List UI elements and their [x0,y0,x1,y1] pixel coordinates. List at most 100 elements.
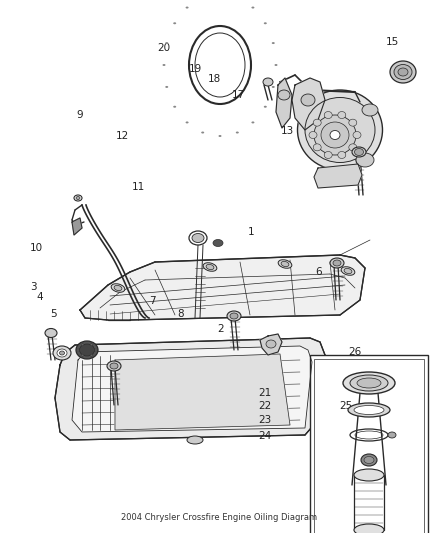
Ellipse shape [354,149,364,156]
Ellipse shape [189,231,207,245]
Text: 3: 3 [30,282,36,292]
Ellipse shape [266,340,276,348]
Ellipse shape [344,269,352,273]
Text: 12: 12 [116,131,129,141]
Text: 11: 11 [131,182,145,191]
Text: 25: 25 [339,401,353,411]
Ellipse shape [60,351,64,355]
Text: 7: 7 [149,296,155,306]
Bar [310,355,428,533]
Ellipse shape [343,372,395,394]
Ellipse shape [281,261,289,266]
Ellipse shape [324,111,332,118]
Ellipse shape [388,432,396,438]
Ellipse shape [114,285,122,290]
Ellipse shape [90,344,93,346]
Ellipse shape [187,436,203,444]
Text: 8: 8 [177,310,184,319]
Ellipse shape [107,361,121,371]
Ellipse shape [90,354,93,356]
Ellipse shape [278,90,290,100]
Ellipse shape [251,122,254,124]
Ellipse shape [81,344,84,346]
Text: 24: 24 [258,431,272,441]
Ellipse shape [390,61,416,83]
Ellipse shape [53,346,71,360]
Ellipse shape [352,147,366,157]
Text: 14: 14 [326,131,339,141]
Ellipse shape [330,258,344,268]
Ellipse shape [278,260,292,268]
Polygon shape [72,346,312,432]
Ellipse shape [313,144,321,151]
Ellipse shape [95,349,98,351]
Ellipse shape [186,6,189,9]
Ellipse shape [77,349,80,351]
Ellipse shape [349,144,357,151]
Ellipse shape [362,104,378,116]
Ellipse shape [186,122,189,124]
Ellipse shape [354,524,384,533]
Polygon shape [314,164,362,188]
Ellipse shape [264,106,267,108]
Text: 1: 1 [247,227,254,237]
Ellipse shape [227,311,241,321]
Ellipse shape [165,42,168,44]
Text: 2: 2 [217,325,223,334]
Ellipse shape [333,260,341,266]
Ellipse shape [313,119,321,126]
Ellipse shape [162,64,166,66]
Ellipse shape [314,115,356,155]
Ellipse shape [230,313,238,319]
Ellipse shape [354,469,384,481]
Ellipse shape [356,153,374,167]
Ellipse shape [324,151,332,158]
Ellipse shape [173,22,176,25]
Ellipse shape [364,456,374,464]
Polygon shape [115,354,290,430]
Text: 21: 21 [258,389,272,398]
Ellipse shape [57,349,67,357]
Ellipse shape [272,86,275,88]
Ellipse shape [330,131,340,140]
Text: 10: 10 [30,243,43,253]
Ellipse shape [165,86,168,88]
Text: 18: 18 [208,74,221,84]
Ellipse shape [301,94,315,106]
Text: 23: 23 [258,415,272,425]
Ellipse shape [354,406,384,415]
Text: 19: 19 [188,64,201,74]
Ellipse shape [357,378,381,388]
Ellipse shape [398,68,408,76]
Ellipse shape [394,64,412,79]
Ellipse shape [353,132,361,139]
Ellipse shape [76,341,98,359]
Ellipse shape [338,111,346,118]
Polygon shape [276,78,292,128]
Text: 5: 5 [50,310,57,319]
Text: 20: 20 [158,43,171,53]
Ellipse shape [264,22,267,25]
Ellipse shape [111,284,125,292]
Ellipse shape [192,233,204,243]
Ellipse shape [110,363,118,369]
Ellipse shape [206,264,214,270]
Ellipse shape [361,454,377,466]
Ellipse shape [219,135,222,137]
Ellipse shape [213,239,223,246]
Ellipse shape [305,98,375,163]
Ellipse shape [203,263,217,271]
Ellipse shape [309,132,317,139]
Text: 9: 9 [77,110,83,119]
Ellipse shape [348,403,390,417]
Ellipse shape [76,197,80,199]
Polygon shape [260,334,282,355]
Ellipse shape [81,354,84,356]
Ellipse shape [45,328,57,337]
Ellipse shape [263,78,273,86]
Text: 13: 13 [280,126,293,135]
Ellipse shape [173,106,176,108]
Ellipse shape [297,90,382,170]
Ellipse shape [350,375,388,391]
Polygon shape [292,78,325,130]
